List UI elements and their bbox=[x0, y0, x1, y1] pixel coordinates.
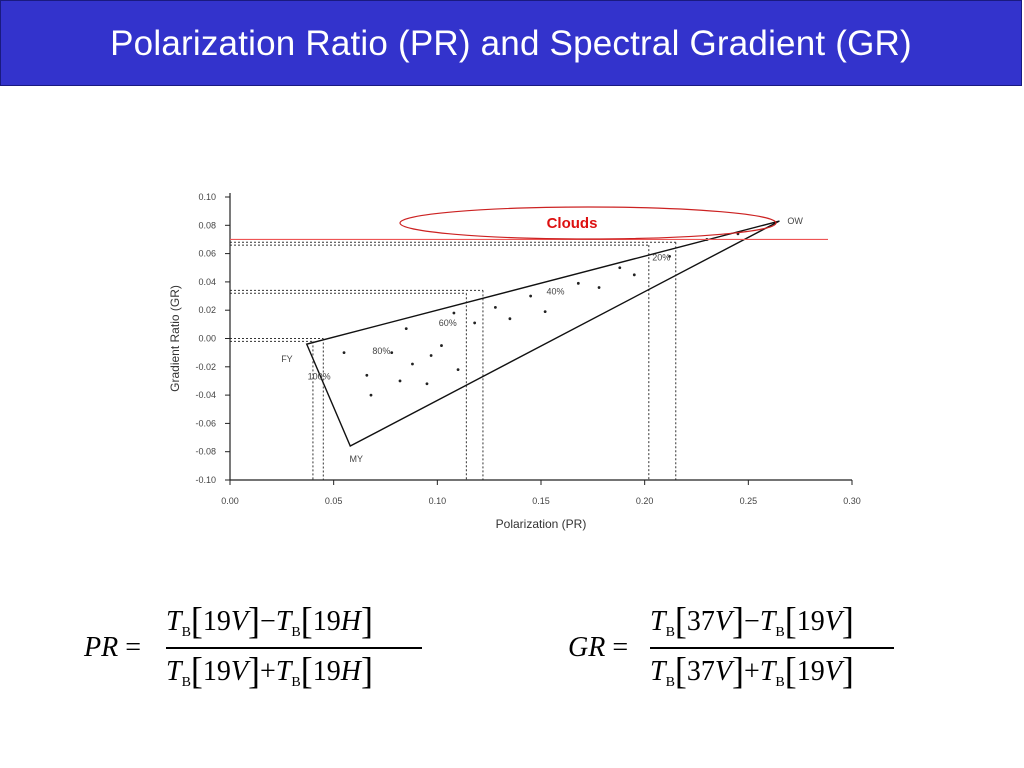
gr-lhs: GR bbox=[568, 632, 606, 663]
scatter-point bbox=[493, 305, 497, 309]
scatter-point bbox=[390, 351, 394, 355]
scatter-point bbox=[668, 255, 671, 258]
scatter-point bbox=[618, 266, 622, 270]
ice-fraction-labels: 20% 40% 60% 80% 100% bbox=[308, 253, 671, 382]
scatter-point bbox=[429, 354, 433, 357]
scatter-point bbox=[452, 311, 456, 315]
y-ticks: 0.10 0.08 0.06 0.04 0.02 0.00 -0.02 -0.04 -0.06 -… bbox=[195, 192, 230, 485]
clouds-label: Clouds bbox=[547, 215, 598, 232]
pr-fraction-bar bbox=[166, 647, 422, 649]
x-tick-label: 0.25 bbox=[740, 496, 758, 506]
pr-fraction: TB[19V]−TB[19H] TB[19V]+TB[19H] bbox=[166, 598, 424, 698]
y-axis-label: Gradient Ratio (GR) bbox=[168, 285, 182, 392]
y-tick-label: -0.08 bbox=[195, 447, 216, 457]
gr-equals: = bbox=[612, 632, 629, 663]
x-tick-label: 0.30 bbox=[843, 496, 861, 506]
scatter-point bbox=[369, 393, 373, 397]
scatter-point bbox=[473, 321, 477, 325]
x-tick-label: 0.15 bbox=[532, 496, 550, 506]
y-tick-label: 0.04 bbox=[198, 277, 216, 287]
ice-fraction-label: 80% bbox=[372, 346, 390, 356]
y-tick-label: -0.02 bbox=[195, 362, 216, 372]
ice-fraction-label: 60% bbox=[439, 318, 457, 328]
y-tick-label: 0.02 bbox=[198, 305, 216, 315]
scatter-point bbox=[411, 362, 414, 366]
y-tick-label: -0.06 bbox=[195, 418, 216, 428]
pr-lhs: PR bbox=[84, 632, 119, 663]
y-tick-label: -0.04 bbox=[195, 390, 216, 400]
gr-numerator: TB[37V]−TB[19V] bbox=[650, 600, 854, 642]
vertex-label-my: MY bbox=[350, 454, 364, 464]
pr-numerator: TB[19V]−TB[19H] bbox=[166, 600, 373, 642]
clouds-ellipse bbox=[399, 206, 777, 240]
x-tick-label: 0.20 bbox=[636, 496, 654, 506]
ice-fraction-label: 100% bbox=[308, 372, 331, 382]
scatter-point bbox=[632, 273, 636, 277]
y-tick-label: 0.00 bbox=[198, 334, 216, 344]
slide-title: Polarization Ratio (PR) and Spectral Gra… bbox=[110, 24, 912, 63]
vertex-labels: OW FY MY bbox=[281, 216, 803, 464]
y-tick-label: 0.08 bbox=[198, 220, 216, 230]
gr-equation: GR = TB[37V]−TB[19V] TB[37V]+TB[19V] bbox=[568, 598, 908, 698]
scatter-point bbox=[576, 281, 580, 285]
x-tick-label: 0.05 bbox=[325, 496, 343, 506]
scatter-point bbox=[425, 382, 429, 386]
scatter-point bbox=[597, 286, 601, 289]
vertex-label-ow: OW bbox=[787, 216, 803, 226]
x-ticks: 0.00 0.05 0.10 0.15 0.20 0.25 0.30 bbox=[221, 480, 861, 506]
scatter-point bbox=[342, 351, 346, 355]
vertex-label-fy: FY bbox=[281, 354, 293, 364]
gr-fraction: TB[37V]−TB[19V] TB[37V]+TB[19V] bbox=[650, 598, 908, 698]
x-tick-label: 0.00 bbox=[221, 496, 239, 506]
scatter-point bbox=[456, 368, 460, 372]
scatter-point bbox=[543, 310, 547, 314]
scatter-point bbox=[440, 344, 443, 347]
pr-equation: PR = TB[19V]−TB[19H] TB[19V]+TB[19H] bbox=[84, 598, 424, 698]
x-axis-label: Polarization (PR) bbox=[496, 517, 587, 531]
scatter-point bbox=[365, 373, 369, 377]
ice-triangle bbox=[305, 220, 780, 448]
ice-fraction-label: 40% bbox=[547, 287, 565, 297]
scatter-point bbox=[508, 317, 512, 321]
gr-denominator: TB[37V]+TB[19V] bbox=[650, 650, 854, 692]
y-tick-label: 0.06 bbox=[198, 249, 216, 259]
title-bar: Polarization Ratio (PR) and Spectral Gra… bbox=[0, 0, 1022, 86]
reference-lines bbox=[230, 241, 677, 480]
pr-denominator: TB[19V]+TB[19H] bbox=[166, 650, 373, 692]
scatter-point bbox=[529, 294, 533, 298]
y-tick-label: -0.10 bbox=[195, 475, 216, 485]
gr-fraction-bar bbox=[650, 647, 894, 649]
y-tick-label: 0.10 bbox=[198, 192, 216, 202]
ice-fraction-label: 20% bbox=[652, 253, 670, 263]
scatter-point bbox=[398, 379, 402, 383]
ice-triangle-outline bbox=[305, 220, 780, 448]
pr-equals: = bbox=[125, 632, 142, 663]
scatter-points bbox=[342, 232, 740, 397]
pr-gr-chart: 0.00 0.05 0.10 0.15 0.20 0.25 0.30 0.10 0.08 0.0… bbox=[160, 183, 870, 555]
x-tick-label: 0.10 bbox=[429, 496, 447, 506]
scatter-point bbox=[404, 327, 408, 330]
